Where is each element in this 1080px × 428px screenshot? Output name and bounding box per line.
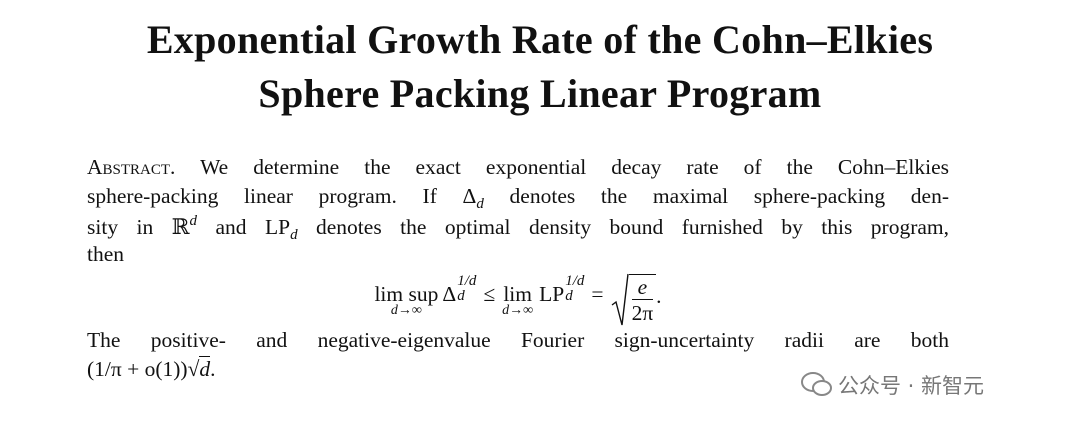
- numerator: e: [631, 275, 654, 300]
- math-sup: d: [189, 213, 198, 229]
- math: ℝ: [171, 215, 190, 239]
- period: .: [210, 357, 216, 381]
- fraction: e 2π: [628, 274, 657, 326]
- op-sub: d→∞: [390, 303, 422, 318]
- text: denotes the optimal density bound furnis…: [297, 215, 949, 239]
- op: lim: [503, 282, 532, 306]
- abstract-line: sphere-packing linear program. If Δd den…: [87, 184, 949, 213]
- limsup: lim sup d→∞: [374, 282, 438, 319]
- math: Δ: [442, 282, 457, 306]
- text: sphere-packing linear program. If: [87, 184, 463, 208]
- math-sub: d: [476, 196, 484, 212]
- text: and: [197, 215, 265, 239]
- math: (1/π + o(1)): [87, 357, 188, 381]
- math: LP: [264, 215, 291, 239]
- radical-sign: [611, 273, 629, 326]
- title-line: Exponential Growth Rate of the Cohn–Elki…: [146, 17, 934, 62]
- abstract-line: The positive- and negative-eigenvalue Fo…: [87, 328, 949, 353]
- title-line: Sphere Packing Linear Program: [258, 71, 822, 116]
- abstract-line: Abstract. We determine the exact exponen…: [87, 155, 949, 180]
- math-sub: d: [290, 227, 298, 243]
- math: Δ: [462, 184, 477, 208]
- text: then: [87, 242, 125, 266]
- abstract-line: then: [87, 242, 949, 267]
- math-sub: d: [565, 288, 573, 304]
- math-sub: d: [457, 288, 465, 304]
- relation: =: [591, 282, 604, 306]
- abstract-line: sity in ℝd and LPd denotes the optimal d…: [87, 213, 949, 244]
- period: .: [656, 284, 662, 308]
- relation: ≤: [483, 282, 496, 306]
- display-equation: lim sup d→∞ Δ 1/d d ≤ lim d→∞ LP 1/d d = e 2π…: [87, 270, 949, 330]
- supsub: 1/d d: [457, 274, 476, 304]
- op-sub: d→∞: [502, 303, 534, 318]
- wechat-icon: [801, 372, 832, 396]
- text: We determine the exact exponential decay…: [175, 155, 949, 179]
- text: sity in: [87, 215, 172, 239]
- sqrt-sign: √: [187, 357, 200, 381]
- abstract-label: Abstract.: [87, 155, 176, 179]
- lim: lim d→∞: [502, 282, 533, 319]
- math-sup: 1/d: [565, 273, 585, 289]
- supsub: 1/d d: [565, 274, 584, 304]
- denominator: 2π: [631, 301, 654, 325]
- math: d: [199, 356, 211, 381]
- watermark: 公众号 · 新智元: [838, 374, 985, 398]
- text: The positive- and negative-eigenvalue Fo…: [87, 328, 949, 352]
- abstract-line: (1/π + o(1))√d.: [87, 356, 949, 382]
- math: LP: [539, 282, 565, 306]
- op: lim sup: [374, 282, 439, 306]
- math-sup: 1/d: [457, 273, 477, 289]
- text: denotes the maximal sphere-packing den-: [483, 184, 949, 208]
